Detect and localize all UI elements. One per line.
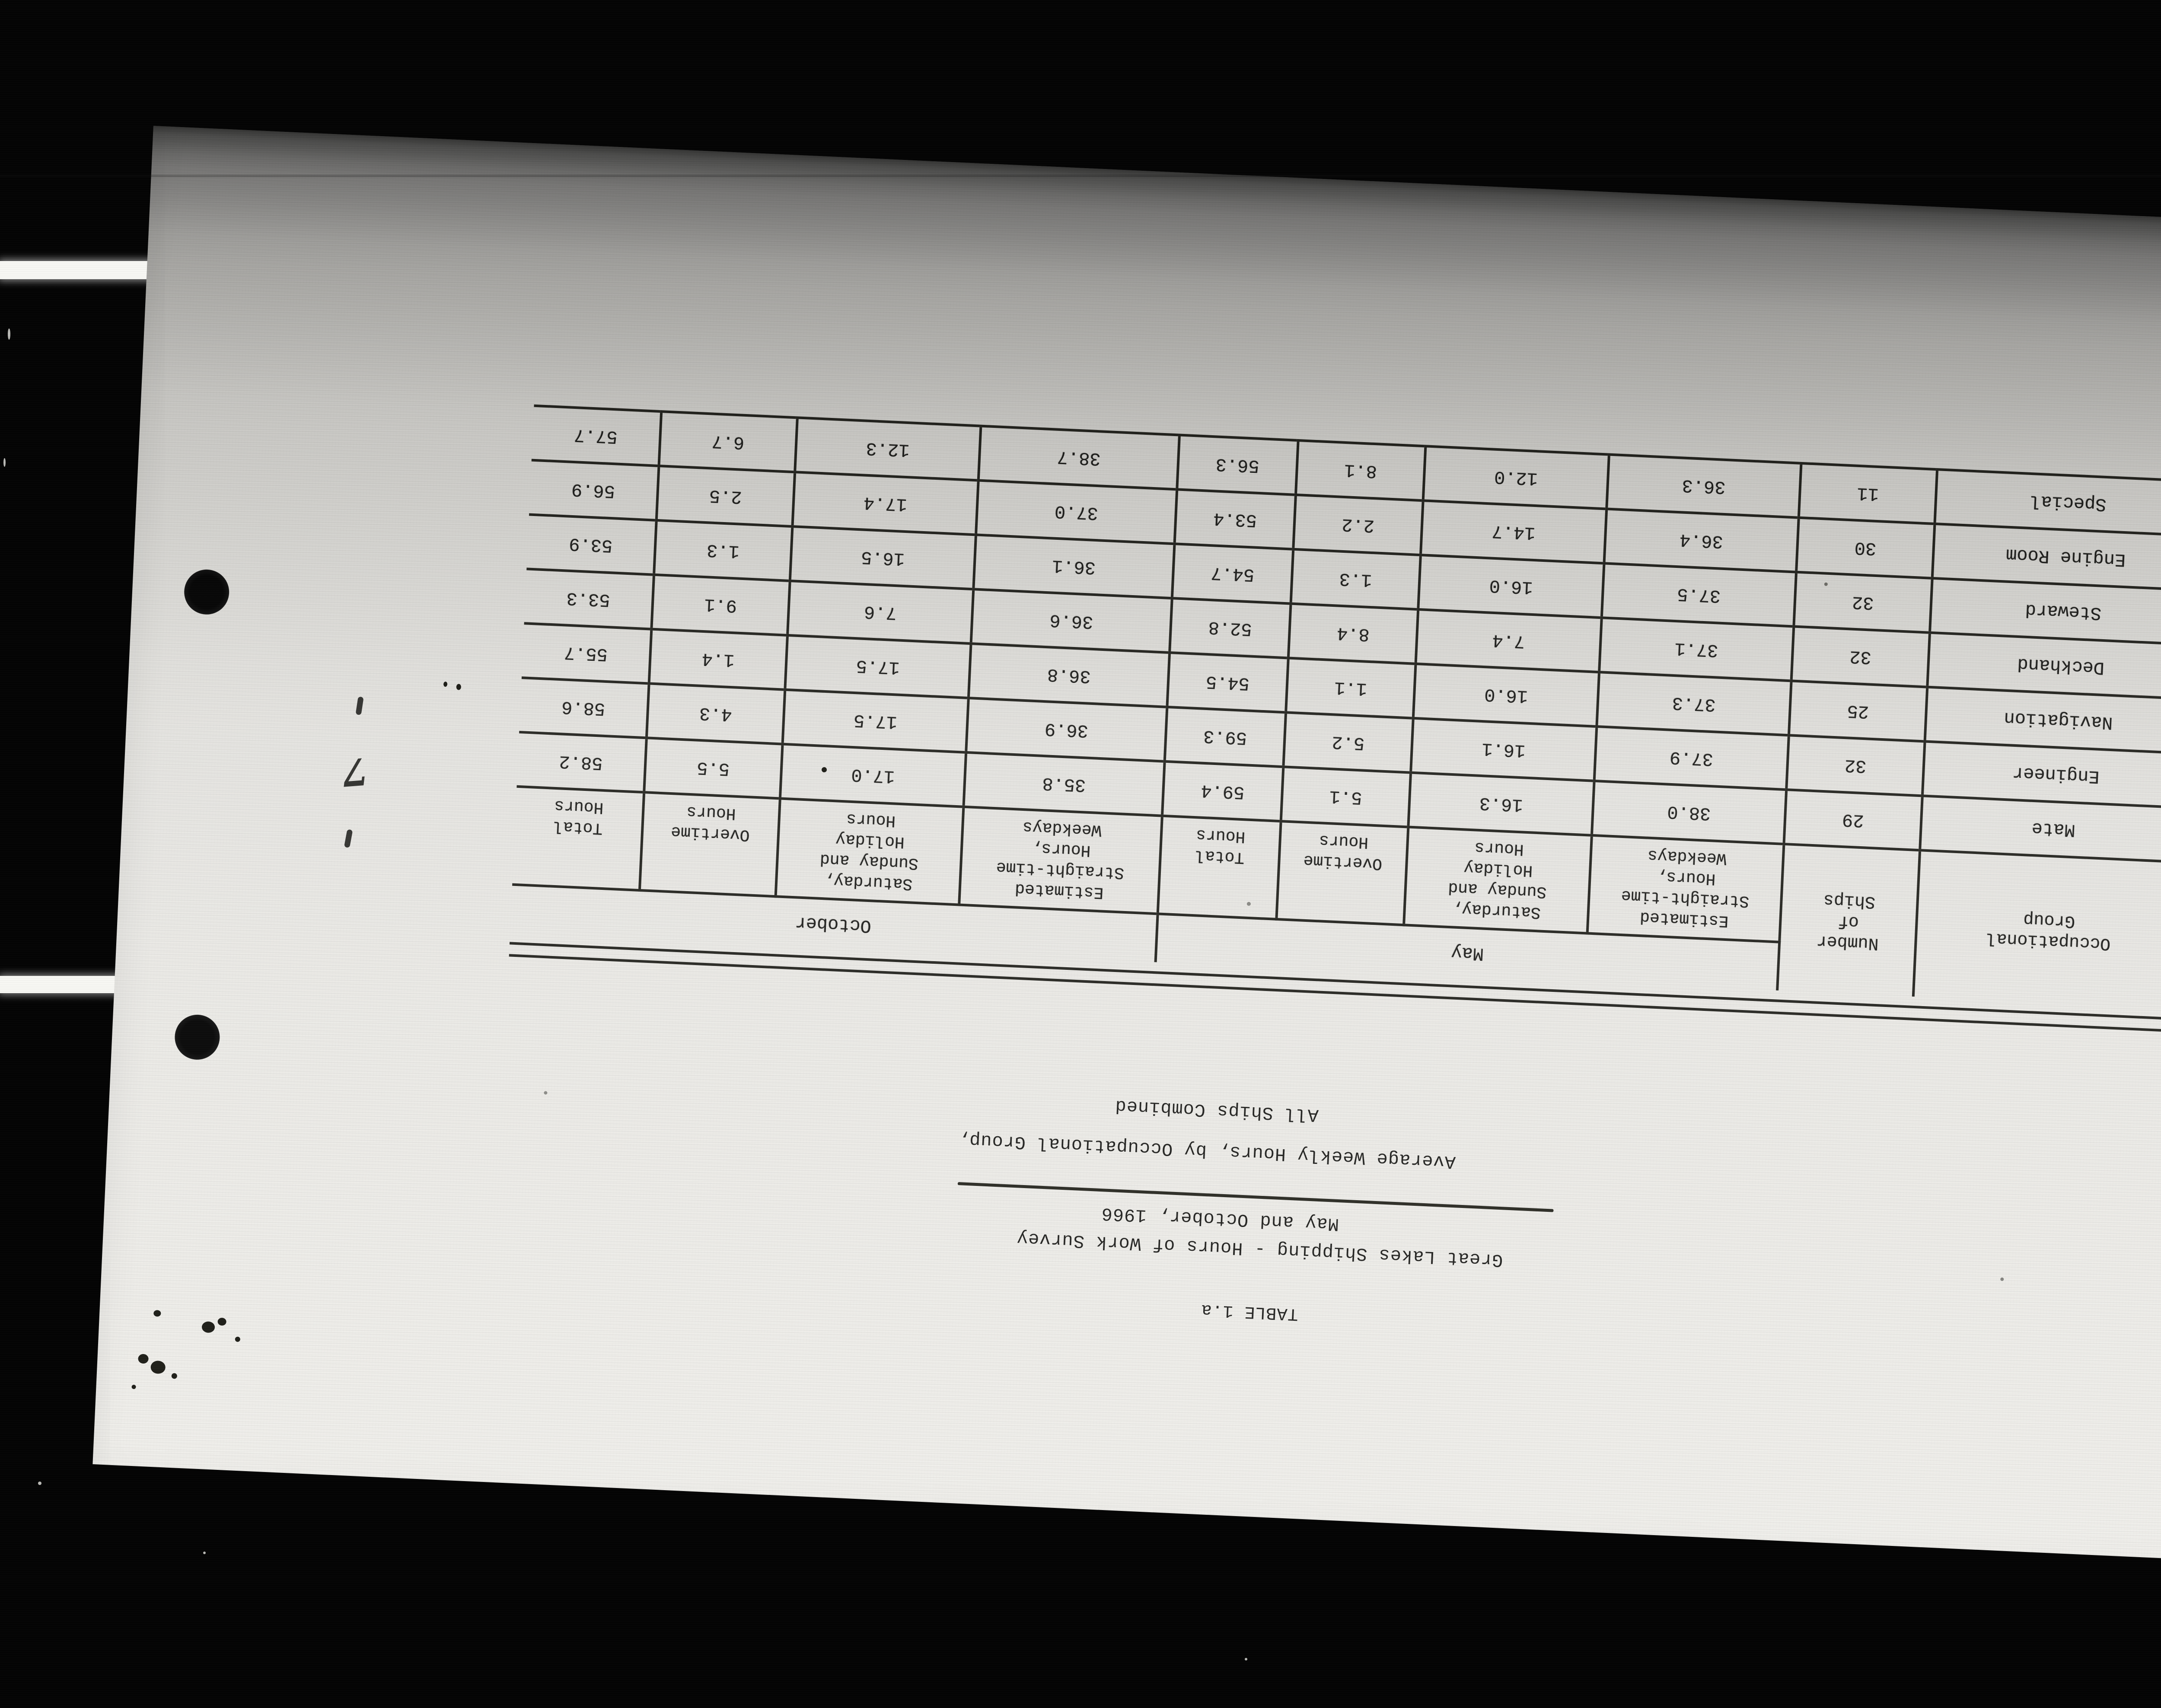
ink-speck <box>201 1321 215 1333</box>
ink-speck <box>138 1354 149 1364</box>
cell-oct-overtime: 6.7 <box>659 411 797 472</box>
cell-may-total: 54.7 <box>1172 544 1294 604</box>
dust-speck <box>1245 1658 1247 1660</box>
cell-oct-total: 58.2 <box>516 732 647 793</box>
page-number-dash <box>344 829 353 848</box>
col-header-oct-weekdays: Estimated Straight-time Hours, Weekdays <box>959 806 1162 914</box>
cell-oct-overtime: 2.5 <box>656 465 795 527</box>
cell-oct-weekdays: 36.9 <box>966 698 1167 762</box>
punch-hole-icon <box>183 568 230 616</box>
cell-oct-weekend: 12.3 <box>795 417 981 481</box>
col-header-may-weekend: Saturday, Sunday and Holiday Hours <box>1404 827 1592 934</box>
cell-may-total: 56.3 <box>1177 435 1298 495</box>
cell-may-weekend: 16.0 <box>1413 663 1600 727</box>
col-header-may-total: Total Hours <box>1157 816 1281 919</box>
ink-speck <box>171 1373 178 1379</box>
ink-speck <box>131 1384 136 1389</box>
dust-speck <box>38 1482 41 1485</box>
cell-may-total: 52.8 <box>1170 598 1291 658</box>
cell-may-total: 59.3 <box>1164 707 1286 767</box>
cell-may-weekdays: 37.9 <box>1594 727 1789 790</box>
cell-oct-total: 57.7 <box>531 405 662 466</box>
cell-may-total: 53.4 <box>1174 489 1296 549</box>
cell-may-overtime: 2.2 <box>1293 494 1423 555</box>
cell-may-weekdays: 37.3 <box>1597 672 1791 736</box>
ink-speck <box>217 1317 227 1326</box>
col-header-oct-total: Total Hours <box>512 786 644 890</box>
cell-oct-overtime: 1.3 <box>654 520 793 581</box>
cell-oct-weekdays: 36.8 <box>968 644 1170 707</box>
cell-may-weekend: 16.3 <box>1408 772 1594 835</box>
col-header-oct-overtime: Overtime Hours <box>639 792 780 897</box>
page-number-dash <box>355 696 364 715</box>
cell-may-overtime: 5.1 <box>1281 767 1411 827</box>
cell-oct-weekend: 17.5 <box>785 635 971 698</box>
film-scan-line <box>0 175 2161 177</box>
ink-speck <box>150 1360 166 1374</box>
cell-oct-weekend: 7.6 <box>787 580 974 644</box>
cell-ships: 11 <box>1798 463 1938 524</box>
col-header-may-weekdays: Estimated Straight-time Hours, Weekdays <box>1587 835 1784 942</box>
cell-ships: 29 <box>1784 790 1922 851</box>
cell-may-weekdays: 37.5 <box>1601 563 1797 627</box>
cell-oct-total: 53.3 <box>524 569 654 629</box>
cell-ships: 32 <box>1786 735 1925 796</box>
cell-oct-weekdays: 35.8 <box>963 752 1165 816</box>
cell-oct-overtime: 1.4 <box>649 629 788 690</box>
document-page: TABLE 1.a Great Lakes Shipping - Hours o… <box>92 126 2161 1566</box>
ink-speck <box>443 681 448 687</box>
cell-may-total: 59.4 <box>1162 761 1284 822</box>
col-header-oct-weekend: Saturday, Sunday and Holiday Hours <box>775 798 964 905</box>
cell-may-weekend: 12.0 <box>1423 446 1609 509</box>
cell-may-weekdays: 38.0 <box>1591 781 1787 844</box>
cell-may-total: 54.5 <box>1167 653 1288 713</box>
cell-oct-weekdays: 37.0 <box>976 480 1177 544</box>
cell-ships: 32 <box>1794 572 1932 633</box>
cell-oct-total: 53.9 <box>526 514 657 575</box>
cell-oct-total: 56.9 <box>529 460 659 520</box>
cell-may-weekdays: 37.1 <box>1599 618 1794 681</box>
table-corner-header: Occupational Group <box>1913 850 2161 1009</box>
ink-speck <box>544 1091 548 1095</box>
cell-may-weekend: 16.0 <box>1418 555 1604 618</box>
cell-may-weekend: 7.4 <box>1415 609 1602 672</box>
hours-table: Occupational Group Number of Ships May O… <box>510 405 2161 1009</box>
cell-may-overtime: 1.3 <box>1291 549 1421 610</box>
cell-may-weekdays: 36.4 <box>1604 509 1799 572</box>
cell-oct-overtime: 4.3 <box>646 683 785 744</box>
cell-oct-overtime: 5.5 <box>644 738 783 799</box>
cell-oct-weekend: 16.5 <box>790 526 976 590</box>
cell-may-weekdays: 36.3 <box>1606 454 1801 518</box>
cell-oct-total: 55.7 <box>521 623 652 684</box>
ink-speck <box>153 1310 161 1317</box>
ink-speck <box>235 1336 241 1342</box>
cell-may-overtime: 1.1 <box>1286 658 1416 718</box>
cell-oct-total: 58.6 <box>519 678 649 738</box>
cell-may-overtime: 8.4 <box>1288 603 1418 664</box>
page-number-mark: 7 <box>340 749 370 794</box>
cell-may-weekend: 14.7 <box>1420 500 1607 564</box>
cell-may-weekend: 16.1 <box>1411 718 1597 781</box>
cell-ships: 30 <box>1796 517 1935 578</box>
cell-oct-weekdays: 36.6 <box>971 589 1172 653</box>
cell-oct-weekend: 17.5 <box>782 689 969 752</box>
cell-ships: 32 <box>1791 626 1930 687</box>
cell-ships: 25 <box>1788 681 1928 742</box>
dust-speck <box>3 458 6 467</box>
dust-speck <box>203 1552 206 1554</box>
dust-speck <box>8 328 10 340</box>
cell-oct-overtime: 9.1 <box>651 574 790 635</box>
ink-speck <box>456 684 462 690</box>
col-header-may-overtime: Overtime Hours <box>1276 821 1409 925</box>
cell-oct-weekend: 17.0 <box>780 744 966 807</box>
cell-oct-weekdays: 38.7 <box>978 426 1179 490</box>
cell-may-overtime: 5.2 <box>1283 712 1413 773</box>
cell-oct-weekdays: 36.1 <box>973 535 1175 599</box>
cell-may-overtime: 8.1 <box>1295 440 1426 501</box>
cell-oct-weekend: 17.4 <box>792 472 979 535</box>
ships-header: Number of Ships <box>1777 844 1920 997</box>
